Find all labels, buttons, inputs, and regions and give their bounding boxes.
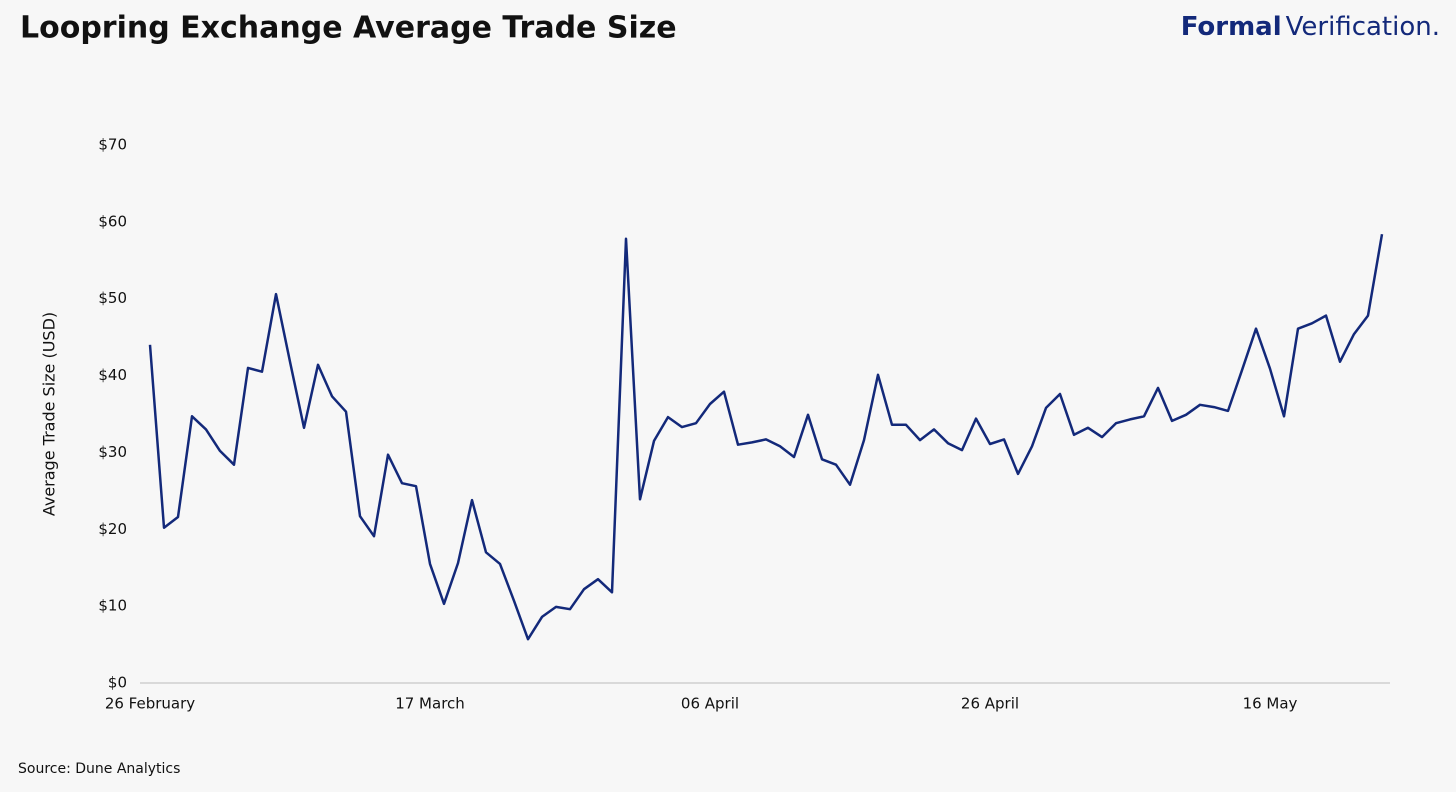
x-tick-label: 06 April: [681, 695, 739, 713]
y-tick-label: $30: [98, 443, 127, 461]
brand: Formal Verification.: [1181, 12, 1440, 42]
x-tick-label: 16 May: [1243, 695, 1298, 713]
brand-bold: Formal: [1181, 12, 1282, 42]
x-tick-label: 26 February: [105, 695, 195, 713]
y-tick-label: $10: [98, 597, 127, 615]
source: Source: Dune Analytics: [18, 761, 180, 777]
y-tick-label: $40: [98, 366, 127, 384]
chart-title: Loopring Exchange Average Trade Size: [20, 11, 677, 46]
y-tick-label: $70: [98, 136, 127, 154]
brand-light: Verification.: [1286, 12, 1440, 42]
y-tick-label: $0: [108, 674, 127, 692]
line: [148, 233, 1384, 641]
x-tick-label: 26 April: [961, 695, 1019, 713]
y-tick-label: $20: [98, 520, 127, 538]
y-tick-label: $50: [98, 289, 127, 307]
y-tick-label: $60: [98, 212, 127, 230]
y-axis-label: Average Trade Size (USD): [40, 312, 59, 516]
x-tick-label: 17 March: [395, 695, 465, 713]
